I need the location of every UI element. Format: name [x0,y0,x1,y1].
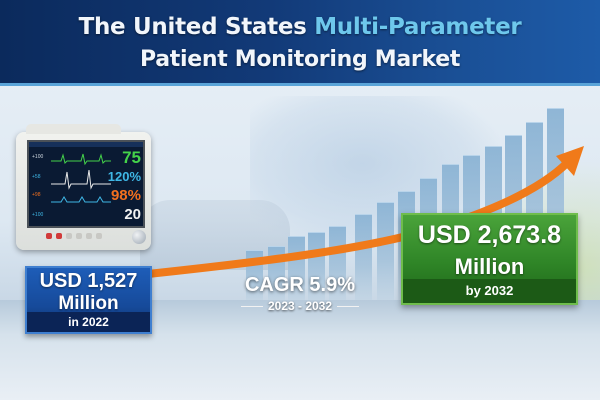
resp-rate-value: 20 [124,206,141,223]
growth-bar [377,202,394,300]
growth-bar [329,226,346,300]
stat-2022-unit: Million [58,293,119,314]
cagr-period: 2023 - 2032 [267,299,333,313]
monitor-button [76,233,82,239]
ecg-wave-icon [51,153,111,166]
title-highlight: Multi-Parameter [314,14,522,40]
divider-line [337,305,360,307]
title-banner: The United States Multi-Parameter Patien… [0,0,600,86]
cagr-period-row: 2023 - 2032 [220,299,380,313]
monitor-button [66,233,72,239]
pleth-wave-icon [51,170,111,190]
cagr-rate: CAGR 5.9% [244,274,356,296]
growth-bar [355,214,372,300]
monitor-topbar [29,142,143,147]
page-title: The United States Multi-Parameter [0,14,600,40]
monitor-label: +100 [32,154,44,160]
monitor-screen: +100 +58 +98 +100 75 120% 98% 20 [27,140,145,228]
spo2-value: 98% [110,187,141,204]
stat-2032-year: by 2032 [403,279,576,303]
heart-rate-value: 75 [122,148,141,167]
monitor-label: +58 [32,174,41,180]
resp-wave-icon [51,196,111,203]
stat-2032-unit: Million [454,254,525,279]
stat-2022-year: in 2022 [27,312,150,332]
divider-line [240,305,263,307]
title-text: The United States [78,14,315,40]
page-subtitle: Patient Monitoring Market [139,47,461,72]
stat-2022-amount: USD 1,527 [39,270,138,292]
vital-values: 75 120% 98% 20 [107,148,141,228]
patient-monitor-illustration: +100 +58 +98 +100 75 120% 98% 20 [16,124,151,250]
monitor-label: +98 [32,192,41,198]
stat-2032-amount: USD 2,673.8 [417,221,562,249]
monitor-button [96,233,102,239]
monitor-button [46,233,52,239]
monitor-button [86,233,92,239]
stat-box-2032: USD 2,673.8 Million by 2032 [401,213,578,305]
monitor-buttons [46,233,126,241]
cagr-label: CAGR 5.9% 2023 - 2032 [220,274,380,313]
blood-pressure-value: 120% [107,169,141,184]
monitor-knob-icon [132,230,146,244]
monitor-button [56,233,62,239]
monitor-handle [26,124,121,134]
stat-box-2022: USD 1,527 Million in 2022 [25,266,152,334]
monitor-label: +100 [32,212,44,218]
